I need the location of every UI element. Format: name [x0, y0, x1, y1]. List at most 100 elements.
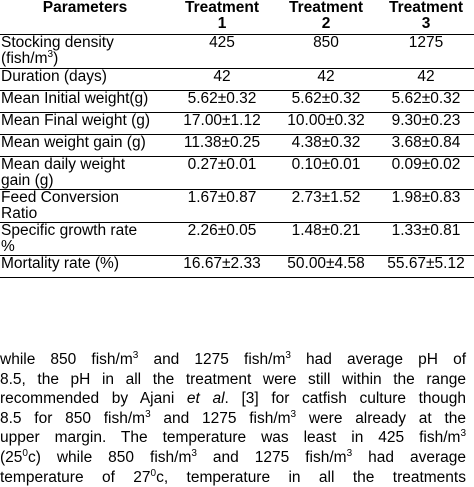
text-run: 8.5 for 850 fish/m: [0, 409, 146, 427]
parameters-table: Parameters Treatment 1 Treatment 2 Treatme…: [0, 0, 474, 278]
header-treatment-1-line2: 1: [217, 15, 227, 32]
cell-treatment-3: 1.33±0.81: [378, 222, 474, 256]
text-run: while 850 fish/m: [0, 351, 133, 368]
cell-treatment-3: 3.68±0.84: [378, 134, 474, 157]
cell-treatment-2: 10.00±0.32: [274, 112, 378, 135]
text-run: . [3] for catfish culture though: [224, 390, 466, 408]
text-run: were already at the: [296, 409, 466, 427]
row-label: Specific growth rate%: [0, 222, 170, 256]
header-treatment-3: Treatment 3: [378, 0, 474, 35]
cell-treatment-1: 0.27±0.01: [170, 156, 274, 190]
text-run: and 1275 fish/m: [150, 409, 291, 427]
header-treatment-2: Treatment 2: [274, 0, 378, 35]
cell-treatment-1: 2.26±0.05: [170, 222, 274, 256]
cell-treatment-2: 5.62±0.32: [274, 90, 378, 113]
cell-treatment-3: 9.30±0.23: [378, 112, 474, 135]
table-row: Mean daily weight gain (g) 0.27±0.01 0.10…: [0, 156, 474, 190]
superscript: 0: [22, 447, 28, 459]
table-row: Feed Conversion Ratio 1.67±0.87 2.73±1.52…: [0, 189, 474, 223]
table-row: Stocking density (fish/m3) 425 850 1275: [0, 34, 474, 69]
row-label: Mean weight gain (g): [0, 134, 170, 157]
cell-treatment-2: 850: [274, 34, 378, 69]
row-label: Duration (days): [0, 68, 170, 91]
paragraph-line: while 850 fish/m3 and 1275 fish/m3 had a…: [0, 350, 466, 370]
table-row: Mean weight gain (g) 11.38±0.25 4.38±0.3…: [0, 134, 474, 157]
table-row: Mean Initial weight(g) 5.62±0.32 5.62±0.…: [0, 90, 474, 113]
header-treatment-3-line1: Treatment: [388, 0, 464, 16]
row-label: Mean Initial weight(g): [0, 90, 170, 113]
text-run: (25: [0, 448, 23, 466]
cell-treatment-2: 1.48±0.21: [274, 222, 378, 256]
header-treatment-1-line1: Treatment: [184, 0, 260, 16]
cell-treatment-2: 4.38±0.32: [274, 134, 378, 157]
row-label-line1: Specific growth rate: [1, 222, 138, 239]
row-label: Stocking density (fish/m3): [0, 34, 170, 69]
cell-treatment-1: 11.38±0.25: [170, 134, 274, 157]
row-label-line1: Stocking density: [1, 34, 114, 51]
text-run: temperature of 27: [0, 468, 151, 486]
superscript: 3: [460, 428, 466, 440]
cell-treatment-1: 425: [170, 34, 274, 69]
cell-treatment-2: 42: [274, 68, 378, 91]
row-label: Mortality rate (%): [0, 255, 170, 278]
cell-treatment-3: 1.98±0.83: [378, 189, 474, 223]
cell-treatment-1: 16.67±2.33: [170, 255, 274, 278]
cell-treatment-1: 42: [170, 68, 274, 91]
table-row: Specific growth rate% 2.26±0.05 1.48±0.2…: [0, 222, 474, 256]
cell-treatment-2: 2.73±1.52: [274, 189, 378, 223]
text-run: and 1275 fish/m: [196, 448, 347, 466]
text-run: c, temperature in all the treatments: [156, 468, 466, 486]
body-paragraph: while 850 fish/m3 and 1275 fish/m3 had a…: [0, 350, 466, 487]
superscript: 0: [150, 467, 157, 479]
cell-treatment-3: 42: [378, 68, 474, 91]
superscript: 3: [145, 408, 151, 420]
row-label-close: ): [53, 50, 59, 67]
superscript: 3: [285, 350, 291, 361]
header-treatment-1: Treatment 1: [170, 0, 274, 35]
superscript: 3: [346, 447, 353, 459]
paragraph-line: 8.5 for 850 fish/m3 and 1275 fish/m3 wer…: [0, 409, 466, 429]
superscript: 3: [47, 49, 54, 60]
row-label-line2: %: [1, 238, 15, 255]
row-label-line2: (fish/m: [1, 50, 48, 67]
table-row: Duration (days) 42 42 42: [0, 68, 474, 91]
text-run: and 1275 fish/m: [138, 351, 286, 368]
cell-treatment-3: 0.09±0.02: [378, 156, 474, 190]
text-run-italic: et al: [186, 390, 225, 408]
paragraph-line: temperature of 270c, temperature in all …: [0, 468, 466, 487]
cell-treatment-3: 1275: [378, 34, 474, 69]
header-treatment-2-line2: 2: [321, 15, 331, 32]
header-parameters: Parameters: [0, 0, 170, 35]
paragraph-line: upper margin. The temperature was least …: [0, 428, 466, 448]
superscript: 3: [290, 408, 297, 420]
text-run: recommended by Ajani: [0, 390, 187, 408]
paragraph-line: 8.5, the pH in all the treatment were st…: [0, 370, 466, 388]
superscript: 3: [191, 447, 197, 459]
table-row: Mortality rate (%) 16.67±2.33 50.00±4.58…: [0, 255, 474, 278]
cell-treatment-2: 50.00±4.58: [274, 255, 378, 278]
header-treatment-3-line2: 3: [421, 15, 431, 32]
row-label: Feed Conversion Ratio: [0, 189, 170, 223]
table-row: Mean Final weight (g) 17.00±1.12 10.00±0…: [0, 112, 474, 135]
header-treatment-2-line1: Treatment: [288, 0, 364, 16]
row-label-line1: Feed Conversion: [1, 189, 120, 206]
text-run: had average pH of: [290, 351, 466, 368]
text-run: had average: [352, 448, 466, 466]
row-label: Mean daily weight gain (g): [0, 156, 170, 190]
table-header-row: Parameters Treatment 1 Treatment 2 Treatme…: [0, 0, 474, 35]
text-run: upper margin. The temperature was least …: [0, 429, 461, 447]
cell-treatment-3: 5.62±0.32: [378, 90, 474, 113]
text-run: c) while 850 fish/m: [27, 448, 192, 466]
row-label-line2: gain (g): [1, 172, 54, 189]
paragraph-line: (250c) while 850 fish/m3 and 1275 fish/m…: [0, 448, 466, 468]
row-label: Mean Final weight (g): [0, 112, 170, 135]
cell-treatment-3: 55.67±5.12: [378, 255, 474, 278]
paragraph-line: recommended by Ajani et al. [3] for catf…: [0, 389, 466, 409]
cell-treatment-1: 1.67±0.87: [170, 189, 274, 223]
row-label-line2: Ratio: [1, 205, 38, 222]
cell-treatment-2: 0.10±0.01: [274, 156, 378, 190]
row-label-line1: Mean daily weight: [1, 156, 126, 173]
cell-treatment-1: 17.00±1.12: [170, 112, 274, 135]
superscript: 3: [132, 350, 139, 361]
cell-treatment-1: 5.62±0.32: [170, 90, 274, 113]
